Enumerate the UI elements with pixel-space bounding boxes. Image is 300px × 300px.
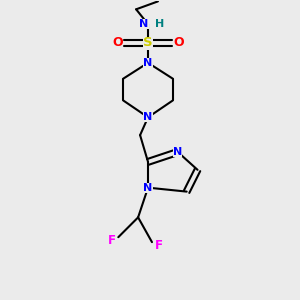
Text: N: N — [143, 112, 153, 122]
Text: N: N — [143, 58, 153, 68]
Text: F: F — [108, 234, 116, 247]
Text: S: S — [143, 37, 153, 50]
Text: O: O — [112, 37, 123, 50]
Text: N: N — [173, 147, 182, 157]
Text: F: F — [155, 238, 163, 252]
Text: N: N — [143, 183, 153, 193]
Text: O: O — [173, 37, 184, 50]
Text: N: N — [140, 19, 149, 29]
Text: H: H — [155, 19, 164, 29]
